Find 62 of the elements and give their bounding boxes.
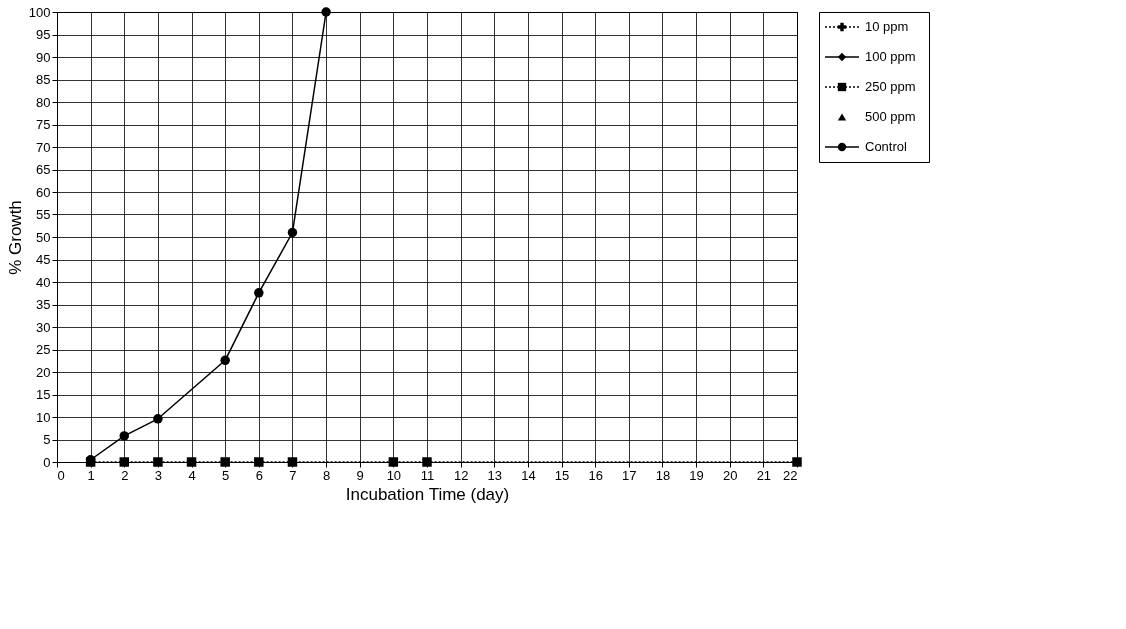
- x-tick-label: 15: [554, 467, 570, 483]
- x-tick-label: 9: [356, 467, 364, 483]
- y-tick-label: 80: [36, 94, 51, 110]
- x-tick-label: 22: [783, 467, 798, 483]
- x-tick-label: 12: [453, 467, 469, 483]
- y-tick-label: 45: [36, 252, 51, 267]
- y-tick-label: 20: [36, 364, 51, 380]
- x-tick-label: 2: [121, 467, 129, 483]
- y-tick-label: 100: [28, 4, 51, 20]
- y-tick-label: 70: [36, 139, 51, 155]
- y-tick-label: 10: [36, 409, 51, 425]
- x-tick-label: 19: [689, 467, 704, 483]
- y-tick-label: 75: [36, 117, 51, 132]
- point: [119, 457, 130, 467]
- x-tick-label: 16: [588, 467, 603, 483]
- x-tick-label: 4: [188, 467, 196, 483]
- point: [254, 288, 264, 298]
- y-tick-label: 65: [36, 162, 51, 177]
- y-tick-label: 15: [36, 387, 51, 402]
- x-tick-label: 5: [222, 467, 230, 483]
- legend-label: 100 ppm: [865, 49, 916, 64]
- point: [153, 414, 163, 424]
- point: [792, 457, 802, 467]
- x-tick-label: 10: [386, 467, 402, 483]
- x-tick-label: 13: [487, 467, 503, 483]
- x-tick-label: 1: [87, 467, 95, 483]
- y-tick-label: 0: [43, 454, 51, 470]
- y-tick-label: 50: [36, 229, 51, 245]
- point: [186, 457, 197, 467]
- y-axis-title: % Growth: [5, 200, 25, 275]
- y-tick-label: 95: [36, 27, 51, 42]
- y-tick-label: 25: [36, 342, 51, 357]
- x-axis-title: Incubation Time (day): [345, 484, 510, 504]
- y-tick-label: 30: [36, 319, 51, 335]
- point: [220, 355, 230, 366]
- x-tick-label: 3: [154, 467, 163, 483]
- legend-label: 10 ppm: [865, 19, 909, 34]
- x-tick-label: 11: [420, 467, 435, 483]
- y-tick-label: 35: [36, 297, 51, 312]
- x-tick-label: 14: [521, 467, 536, 483]
- point: [119, 431, 130, 441]
- y-tick-label: 40: [36, 274, 51, 290]
- y-tick-label: 60: [36, 184, 51, 200]
- y-tick-label: 90: [36, 49, 51, 65]
- point: [287, 457, 298, 467]
- x-tick-label: 7: [289, 467, 297, 483]
- y-tick-label: 85: [36, 72, 51, 87]
- x-tick-label: 18: [655, 467, 671, 483]
- legend-label: 500 ppm: [865, 109, 916, 124]
- legend-label: Control: [865, 139, 908, 154]
- y-tick-label: 5: [43, 432, 51, 447]
- y-tick-label: 55: [36, 207, 51, 222]
- x-tick-label: 20: [722, 467, 738, 483]
- legend-label: 250 ppm: [865, 79, 916, 94]
- x-tick-label: 17: [622, 467, 637, 483]
- x-tick-label: 21: [756, 467, 772, 483]
- point: [388, 457, 399, 467]
- x-tick-label: 8: [322, 467, 331, 483]
- x-tick-label: 0: [57, 467, 65, 483]
- point: [321, 7, 331, 17]
- x-tick-label: 6: [255, 467, 263, 483]
- point: [287, 227, 298, 238]
